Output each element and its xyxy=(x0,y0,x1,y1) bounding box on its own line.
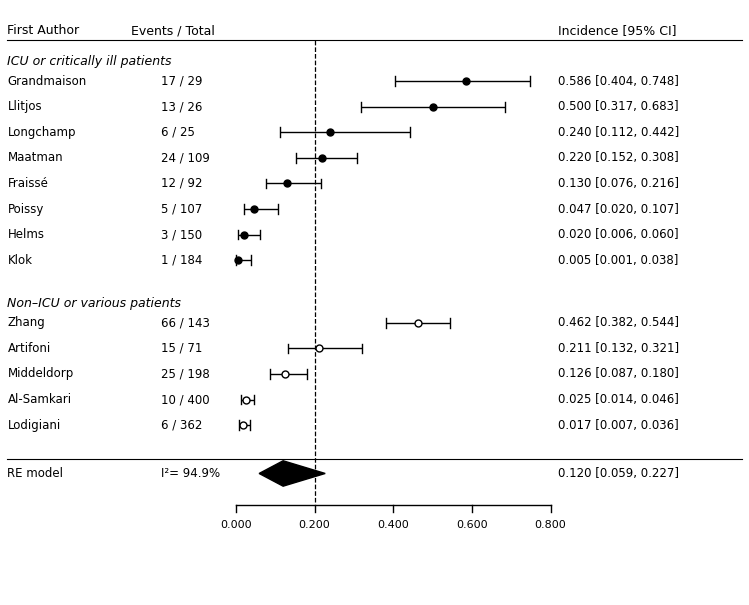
Text: 0.126 [0.087, 0.180]: 0.126 [0.087, 0.180] xyxy=(558,367,679,381)
Text: Artifoni: Artifoni xyxy=(7,342,51,355)
Text: Incidence [95% CI]: Incidence [95% CI] xyxy=(558,24,676,37)
Text: 0.020 [0.006, 0.060]: 0.020 [0.006, 0.060] xyxy=(558,228,679,241)
Text: 0.000: 0.000 xyxy=(220,520,252,531)
Text: 10 / 400: 10 / 400 xyxy=(161,393,210,406)
Text: Longchamp: Longchamp xyxy=(7,126,76,139)
Text: 5 / 107: 5 / 107 xyxy=(161,203,202,215)
Text: 0.130 [0.076, 0.216]: 0.130 [0.076, 0.216] xyxy=(558,177,679,190)
Text: 0.005 [0.001, 0.038]: 0.005 [0.001, 0.038] xyxy=(558,253,679,267)
Text: 0.025 [0.014, 0.046]: 0.025 [0.014, 0.046] xyxy=(558,393,679,406)
Text: 6 / 362: 6 / 362 xyxy=(161,419,202,431)
Text: Al-Samkari: Al-Samkari xyxy=(7,393,72,406)
Text: Fraissé: Fraissé xyxy=(7,177,49,190)
Text: Grandmaison: Grandmaison xyxy=(7,74,87,88)
Text: 0.240 [0.112, 0.442]: 0.240 [0.112, 0.442] xyxy=(558,126,679,139)
Text: 0.200: 0.200 xyxy=(299,520,330,531)
Text: I²= 94.9%: I²= 94.9% xyxy=(161,467,220,480)
Text: 0.500 [0.317, 0.683]: 0.500 [0.317, 0.683] xyxy=(558,100,679,113)
Text: 0.017 [0.007, 0.036]: 0.017 [0.007, 0.036] xyxy=(558,419,679,431)
Text: 0.220 [0.152, 0.308]: 0.220 [0.152, 0.308] xyxy=(558,151,679,165)
Text: 6 / 25: 6 / 25 xyxy=(161,126,195,139)
Text: 0.462 [0.382, 0.544]: 0.462 [0.382, 0.544] xyxy=(558,316,679,329)
Text: 0.400: 0.400 xyxy=(377,520,409,531)
Text: 0.586 [0.404, 0.748]: 0.586 [0.404, 0.748] xyxy=(558,74,679,88)
Text: 0.800: 0.800 xyxy=(535,520,566,531)
Text: Non–ICU or various patients: Non–ICU or various patients xyxy=(7,297,181,310)
Text: 17 / 29: 17 / 29 xyxy=(161,74,202,88)
Text: Middeldorp: Middeldorp xyxy=(7,367,73,381)
Text: Zhang: Zhang xyxy=(7,316,45,329)
Polygon shape xyxy=(259,461,325,486)
Text: 12 / 92: 12 / 92 xyxy=(161,177,202,190)
Text: Poissy: Poissy xyxy=(7,203,44,215)
Text: First Author: First Author xyxy=(7,24,79,37)
Text: 0.120 [0.059, 0.227]: 0.120 [0.059, 0.227] xyxy=(558,467,679,480)
Text: Maatman: Maatman xyxy=(7,151,63,165)
Text: 25 / 198: 25 / 198 xyxy=(161,367,210,381)
Text: 3 / 150: 3 / 150 xyxy=(161,228,202,241)
Text: 15 / 71: 15 / 71 xyxy=(161,342,202,355)
Text: 24 / 109: 24 / 109 xyxy=(161,151,210,165)
Text: Llitjos: Llitjos xyxy=(7,100,42,113)
Text: 0.600: 0.600 xyxy=(456,520,488,531)
Text: Helms: Helms xyxy=(7,228,44,241)
Text: Lodigiani: Lodigiani xyxy=(7,419,61,431)
Text: 0.211 [0.132, 0.321]: 0.211 [0.132, 0.321] xyxy=(558,342,679,355)
Text: Events / Total: Events / Total xyxy=(131,24,215,37)
Text: 66 / 143: 66 / 143 xyxy=(161,316,210,329)
Text: 13 / 26: 13 / 26 xyxy=(161,100,202,113)
Text: RE model: RE model xyxy=(7,467,64,480)
Text: Klok: Klok xyxy=(7,253,32,267)
Text: 0.047 [0.020, 0.107]: 0.047 [0.020, 0.107] xyxy=(558,203,679,215)
Text: ICU or critically ill patients: ICU or critically ill patients xyxy=(7,56,172,68)
Text: 1 / 184: 1 / 184 xyxy=(161,253,202,267)
